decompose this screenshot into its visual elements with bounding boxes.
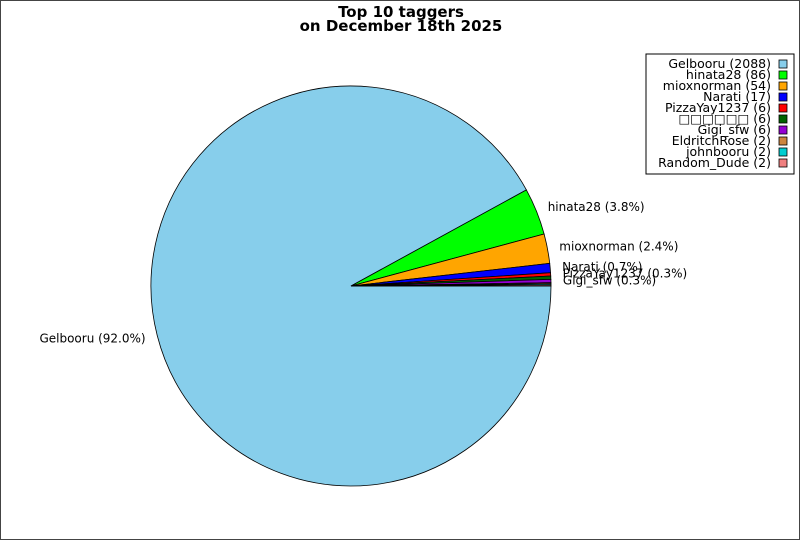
slice-labels: Gelbooru (92.0%) hinata28 (3.8%) mioxnorma… (39, 200, 687, 346)
legend-swatch-mioxnorman (778, 81, 788, 91)
legend-swatch-slice-5 (778, 114, 788, 124)
chart-title-line-1: Top 10 taggers (338, 3, 464, 21)
legend-label-mioxnorman: mioxnorman (54) (663, 78, 771, 93)
slice-label-gigi-sfw: Gigi_sfw (0.3%) (563, 274, 656, 288)
legend-swatch-gigi-sfw (778, 125, 788, 135)
legend-label-pizzayay1237: PizzaYay1237 (6) (665, 100, 771, 115)
pie-slice-random-dude (350, 284, 552, 287)
legend-label-random-dude: Random_Dude (2) (658, 155, 771, 170)
slice-label-pizzayay1237: PizzaYay1237 (0.3%) (563, 267, 688, 281)
slice-label-hinata28: hinata28 (3.8%) (548, 200, 645, 214)
slice-label-narati: Narati (0.7%) (562, 260, 642, 274)
legend-label-gelbooru: Gelbooru (2088) (668, 56, 771, 71)
legend-swatch-narati (778, 92, 788, 102)
legend-swatch-eldritchrose (778, 136, 788, 146)
chart-title-line-2: on December 18th 2025 (300, 17, 503, 35)
slice-label-mioxnorman: mioxnorman (2.4%) (559, 239, 678, 253)
legend-label-johnbooru: johnbooru (2) (685, 144, 771, 159)
legend-swatch-random-dude (778, 158, 788, 168)
legend-label-narati: Narati (17) (703, 89, 771, 104)
legend-swatch-hinata28 (778, 70, 788, 80)
slice-label-gelbooru: Gelbooru (92.0%) (39, 332, 145, 346)
pie-slices (150, 85, 552, 487)
legend-box (645, 53, 795, 175)
legend-label-eldritchrose: EldritchRose (2) (672, 133, 771, 148)
legend-label-hinata28: hinata28 (86) (686, 67, 771, 82)
legend-swatch-pizzayay1237 (778, 103, 788, 113)
legend-label-slice-5: □□□□□□ (6) (678, 111, 771, 126)
legend-swatch-johnbooru (778, 147, 788, 157)
legend-swatch-gelbooru (778, 59, 788, 69)
legend: Gelbooru (2088)hinata28 (86)mioxnorman (… (645, 53, 795, 175)
legend-label-gigi-sfw: Gigi_sfw (6) (698, 122, 771, 137)
